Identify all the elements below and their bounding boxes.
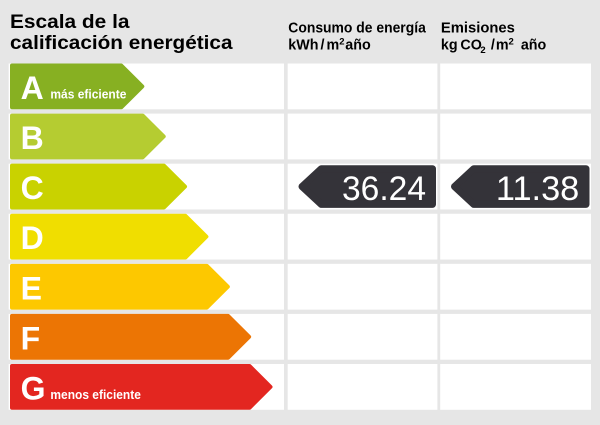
svg-text:A: A [21,70,44,106]
svg-text:kWh/m2año: kWh / m2año [288,37,371,54]
svg-text:36.24: 36.24 [342,170,426,208]
svg-text:más eficiente: más eficiente [50,87,126,101]
svg-text:calificación energética: calificación energética [10,32,233,54]
svg-text:E: E [21,270,42,306]
svg-text:Emisiones: Emisiones [441,21,515,37]
svg-text:G: G [21,370,46,406]
svg-text:Consumo de energía: Consumo de energía [288,21,427,37]
svg-text:B: B [21,120,44,156]
svg-text:F: F [21,320,41,356]
svg-text:D: D [21,220,44,256]
svg-text:Escala de la: Escala de la [10,11,130,33]
svg-text:menos eficiente: menos eficiente [50,388,141,402]
svg-text:11.38: 11.38 [496,170,579,208]
svg-text:C: C [21,170,44,206]
